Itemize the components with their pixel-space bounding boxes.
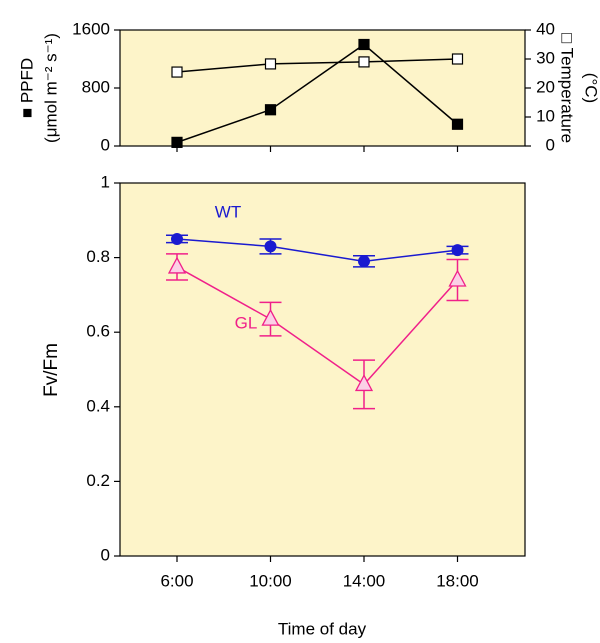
y-tick-label: 0.8 bbox=[86, 247, 110, 266]
y-tick-label: 1600 bbox=[72, 19, 110, 38]
y-axis-label: ■ PPFD bbox=[17, 58, 36, 118]
marker bbox=[451, 118, 464, 130]
marker bbox=[171, 232, 183, 245]
y2-tick-label: 40 bbox=[536, 19, 555, 38]
series-label: GL bbox=[235, 313, 258, 332]
y2-tick-label: 30 bbox=[536, 48, 555, 67]
marker bbox=[264, 104, 277, 116]
y2-tick-label: 10 bbox=[536, 106, 555, 125]
y-tick-label: 0.2 bbox=[86, 471, 110, 490]
y2-axis-unit: (°C) bbox=[582, 73, 600, 103]
marker bbox=[358, 38, 370, 51]
marker bbox=[451, 53, 464, 65]
marker bbox=[358, 56, 370, 68]
y2-tick-label: 0 bbox=[546, 135, 555, 154]
plot-frame bbox=[119, 29, 526, 147]
y-tick-label: 0 bbox=[101, 545, 110, 564]
series-line bbox=[176, 238, 458, 263]
x-tick-label: 6:00 bbox=[160, 571, 193, 590]
y-tick-label: 800 bbox=[82, 77, 110, 96]
series-label: WT bbox=[215, 202, 241, 221]
marker bbox=[167, 256, 187, 274]
marker bbox=[354, 374, 374, 392]
y-tick-label: 0 bbox=[101, 135, 110, 154]
series-line bbox=[176, 43, 458, 144]
marker bbox=[171, 136, 183, 148]
series-line bbox=[176, 266, 459, 386]
x-tick-label: 18:00 bbox=[436, 571, 479, 590]
marker bbox=[171, 66, 183, 78]
marker bbox=[358, 255, 370, 268]
y-axis-unit: (μmol m⁻² s⁻¹) bbox=[41, 33, 60, 143]
y-tick-label: 1 bbox=[101, 172, 110, 191]
y2-tick-label: 20 bbox=[536, 77, 555, 96]
marker bbox=[264, 58, 277, 70]
marker bbox=[448, 269, 467, 287]
x-tick-label: 14:00 bbox=[343, 571, 386, 590]
y-tick-label: 0.6 bbox=[86, 322, 110, 341]
marker bbox=[261, 308, 280, 326]
y-tick-label: 0.4 bbox=[86, 396, 110, 415]
x-tick-label: 10:00 bbox=[249, 571, 292, 590]
marker bbox=[451, 244, 464, 257]
y2-axis-label: □ Temperature bbox=[558, 33, 577, 143]
series-line bbox=[176, 58, 458, 73]
y-axis-label: Fv/Fm bbox=[41, 343, 62, 397]
marker bbox=[264, 240, 277, 253]
x-axis-label: Time of day bbox=[278, 619, 367, 638]
